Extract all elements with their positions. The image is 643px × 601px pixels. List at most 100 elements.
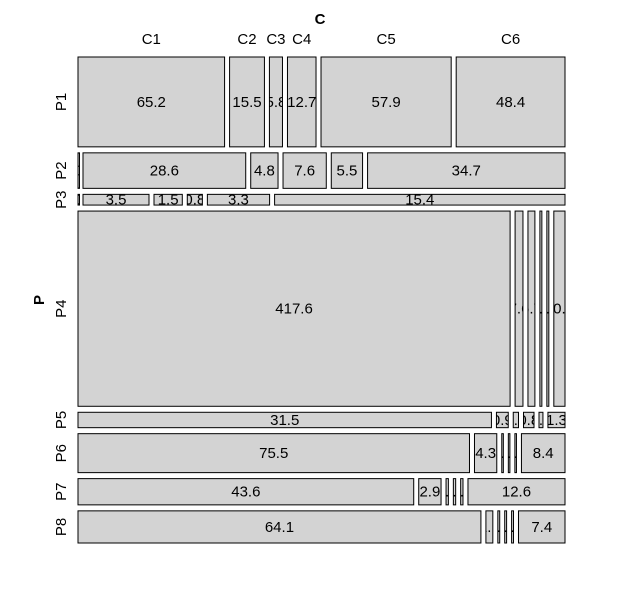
cell — [504, 510, 508, 544]
row-label: P6 — [53, 444, 70, 462]
cell — [77, 411, 492, 429]
cell — [77, 56, 226, 148]
cell-label: 1.9 — [537, 301, 558, 318]
row-label: P4 — [53, 299, 70, 317]
cell — [77, 510, 482, 544]
cell — [520, 433, 566, 474]
cell-label: 10.8 — [545, 301, 574, 318]
cell-label: 7.4 — [531, 519, 552, 536]
cell-label: 3.5 — [106, 192, 127, 209]
cell — [445, 478, 449, 506]
cell — [186, 193, 203, 206]
cell-label: 0.4 — [505, 412, 526, 429]
cell-label: 0.8 — [184, 192, 205, 209]
cell — [514, 433, 517, 474]
cell — [467, 478, 566, 506]
cell-label: 64.1 — [265, 519, 294, 536]
cell — [512, 411, 519, 429]
x-axis-title: C — [315, 11, 326, 28]
cell-label: 75.5 — [259, 445, 288, 462]
row-label: P3 — [53, 191, 70, 209]
row-label: P1 — [53, 93, 70, 111]
cell-label: 0.3 — [444, 484, 465, 501]
cell-label: 6.7 — [521, 301, 542, 318]
cell — [274, 193, 566, 206]
cell-label: 4.8 — [254, 163, 275, 180]
cell — [553, 210, 566, 407]
cell — [418, 478, 442, 506]
cell-label: 4.3 — [475, 445, 496, 462]
column-label: C3 — [266, 31, 285, 48]
cell-label: 0 — [74, 163, 82, 180]
cell-label: 5.5 — [336, 163, 357, 180]
cell-label: 12.7 — [287, 94, 316, 111]
cell-label: 28.6 — [150, 163, 179, 180]
column-label: C6 — [501, 31, 520, 48]
cell — [250, 152, 279, 189]
cell-label: 12.6 — [502, 484, 531, 501]
cell — [282, 152, 327, 189]
row-label: P5 — [53, 411, 70, 429]
cell — [153, 193, 183, 206]
cell-label: 0.3 — [499, 445, 520, 462]
column-label: C2 — [237, 31, 256, 48]
cell — [77, 152, 80, 189]
cell-label: 1.1 — [479, 519, 500, 536]
cell-label: 0.3 — [531, 412, 552, 429]
cell — [77, 433, 470, 474]
cell — [517, 510, 566, 544]
cell — [523, 411, 535, 429]
cell — [77, 478, 415, 506]
row-label: P2 — [53, 161, 70, 179]
cell — [546, 210, 550, 407]
cell-label: 8.4 — [533, 445, 554, 462]
cell — [507, 433, 511, 474]
cell — [538, 411, 544, 429]
cell-label: 15.4 — [405, 192, 434, 209]
cell-label: 0.3 — [451, 484, 472, 501]
cell-label: 7.6 — [294, 163, 315, 180]
column-label: C1 — [142, 31, 161, 48]
cell — [460, 478, 464, 506]
cell-label: 43.6 — [231, 484, 260, 501]
cell — [501, 433, 504, 474]
cell-label: 15.5 — [232, 94, 261, 111]
cell-label: 0.3 — [495, 519, 516, 536]
cell-label: 0.3 — [505, 445, 526, 462]
cell — [497, 510, 501, 544]
cell-label: 34.7 — [452, 163, 481, 180]
cell-label: 1.9 — [530, 301, 551, 318]
cell — [485, 510, 494, 544]
cell — [77, 193, 80, 206]
cell-label: 5.8 — [266, 94, 287, 111]
cell — [455, 56, 566, 148]
cell — [495, 411, 509, 429]
cell-label: 31.5 — [270, 412, 299, 429]
cell — [229, 56, 265, 148]
cell-label: 48.4 — [496, 94, 525, 111]
cell — [511, 510, 514, 544]
cell-label: 0 — [74, 192, 82, 209]
cell — [77, 210, 511, 407]
cell — [527, 210, 536, 407]
cell-label: 0.8 — [518, 412, 539, 429]
cell — [514, 210, 524, 407]
cell — [547, 411, 566, 429]
cell — [539, 210, 543, 407]
cell — [330, 152, 364, 189]
cell-label: 417.6 — [275, 301, 313, 318]
cell-label: 0.3 — [437, 484, 458, 501]
cell-label: 1.5 — [158, 192, 179, 209]
row-label: P8 — [53, 518, 70, 536]
column-label: C5 — [377, 31, 396, 48]
cell — [206, 193, 271, 206]
cell — [82, 152, 247, 189]
column-label: C4 — [292, 31, 311, 48]
cell-label: 2.9 — [419, 484, 440, 501]
cell-label: 0.3 — [502, 519, 523, 536]
cell-label: 0.3 — [488, 519, 509, 536]
cell — [452, 478, 457, 506]
cell — [82, 193, 150, 206]
cell-label: 0.3 — [492, 445, 513, 462]
